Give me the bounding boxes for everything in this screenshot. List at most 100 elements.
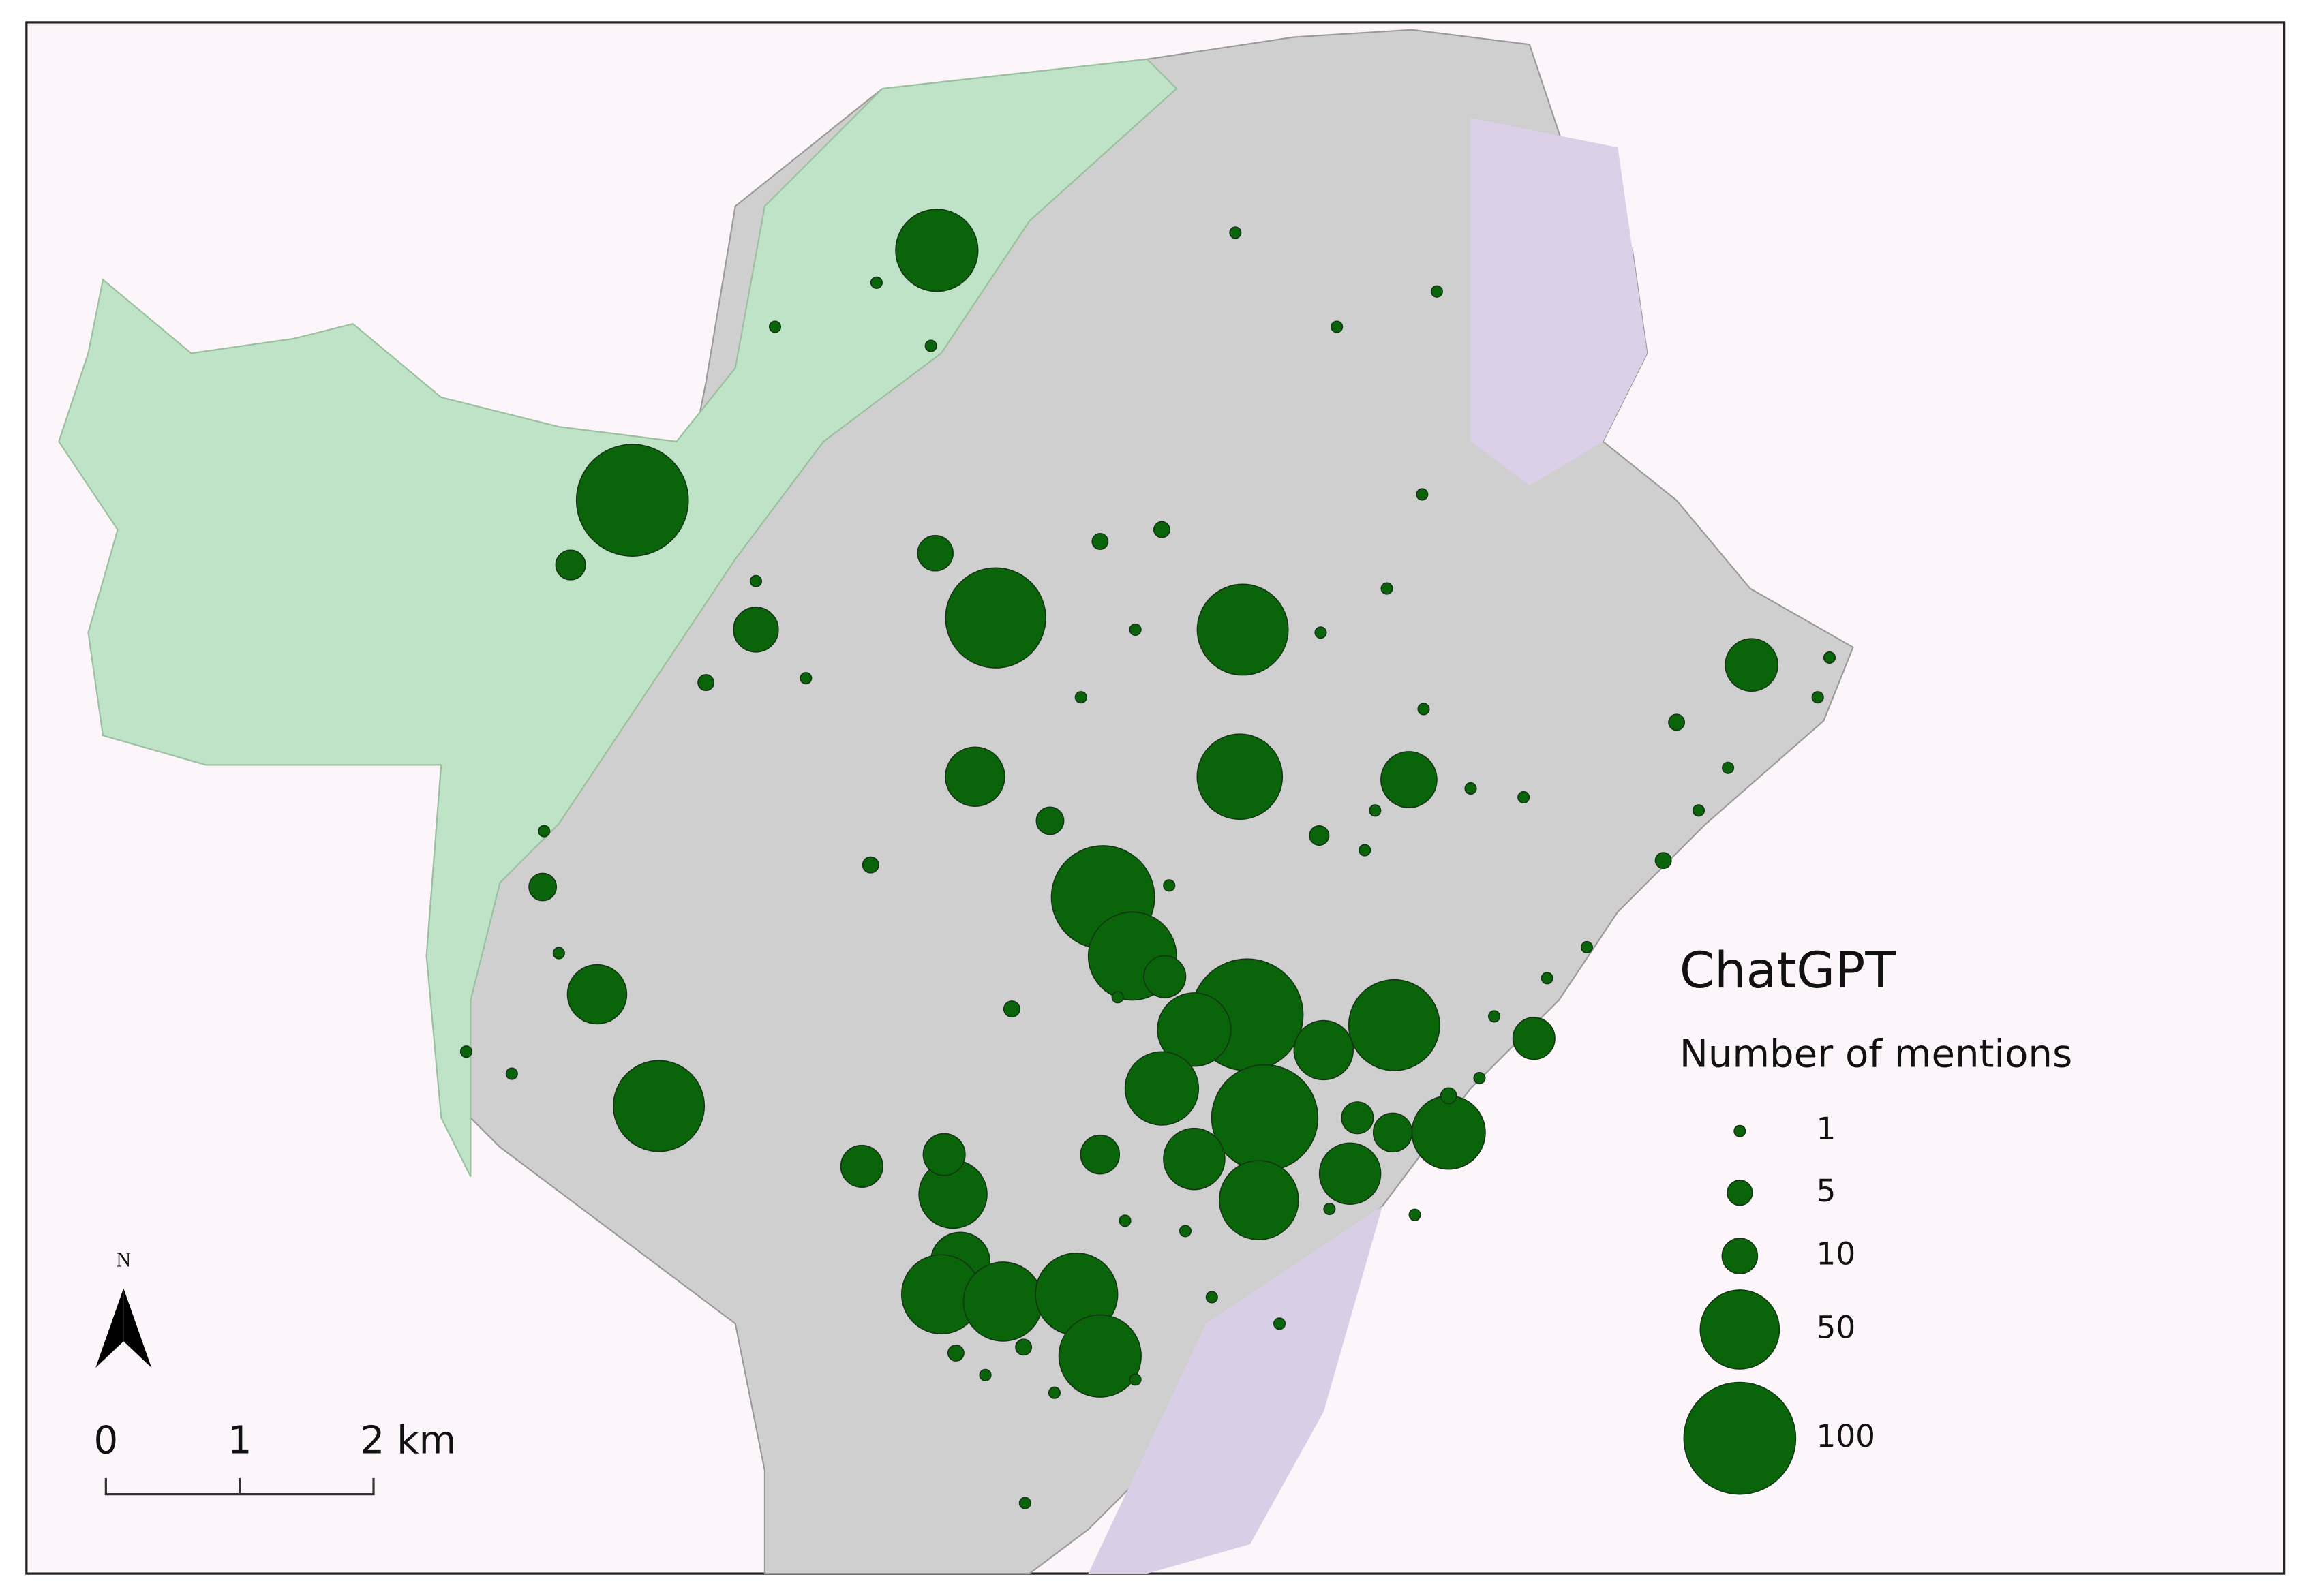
mention-circle [800,672,813,685]
mention-circle [1273,1317,1286,1330]
mention-circle [1517,791,1530,803]
mention-circle [1811,691,1824,704]
mention-circle [749,574,763,587]
mention-circle [1380,582,1393,595]
north-label: N [116,1248,131,1272]
north-east-area [1470,118,1648,486]
mention-circle [1048,1386,1061,1399]
legend-circle [1733,1124,1746,1137]
mention-circle [1411,1095,1486,1170]
mention-circle [1341,1101,1374,1135]
mention-circle [1318,1142,1382,1206]
mention-circle [1440,1087,1457,1105]
mention-circle [528,872,558,902]
north-arrow-left [95,1288,124,1368]
mention-circle [945,746,1005,807]
scale-label: 0 [93,1419,118,1463]
harbour-area [1088,1206,1383,1574]
mention-circle [1309,825,1330,846]
mention-circle [1473,1071,1486,1085]
mention-circle [1111,991,1124,1004]
mention-circle [768,320,782,333]
mention-circle [1153,521,1170,538]
scale-label: 2 km [361,1419,457,1463]
mention-circle [1205,1291,1218,1304]
legend-circle [1727,1180,1753,1206]
mention-circle [1408,1208,1421,1221]
legend-circle [1699,1289,1780,1370]
mention-circle [1314,626,1327,639]
mention-circle [1080,1134,1121,1175]
mention-circle [870,276,883,289]
mention-circle [1015,1338,1033,1356]
mention-circle [1074,691,1087,704]
legend-circle [1683,1381,1797,1495]
mention-circle [1331,320,1344,333]
mention-circle [979,1368,992,1381]
mention-circle [613,1060,706,1152]
mention-circle [924,339,937,352]
legend: ChatGPT Number of mentions 1 5 10 50 100 [1680,942,2072,1495]
legend-label: 10 [1817,1236,1856,1272]
collserola-area [58,58,1178,1178]
mention-circle [1725,638,1778,692]
mention-circle [538,825,551,838]
legend-label: 50 [1817,1309,1856,1345]
mention-circle [1196,583,1289,676]
mention-circle [1091,533,1109,550]
scale-label: 1 [228,1419,252,1463]
mention-circle [1157,992,1232,1067]
mention-circle [1323,1202,1336,1216]
mention-circle [862,856,879,874]
mention-circle [1196,733,1284,820]
mention-circle [1580,940,1594,954]
mention-circle [1163,879,1176,892]
mention-circle [552,947,565,960]
mention-circle [917,534,954,572]
legend-label: 5 [1817,1173,1836,1209]
mention-circle [1464,782,1477,795]
mention-circle [947,1345,965,1362]
basemap [58,29,1854,1575]
mention-circle [922,1133,966,1176]
mention-circle [1129,623,1142,636]
mention-circle [1512,1017,1556,1060]
legend-subtitle: Number of mentions [1680,1032,2072,1076]
legend-circle [1721,1238,1759,1274]
mention-circle [840,1144,883,1188]
mention-circle [1143,955,1187,998]
mention-circle [1124,1051,1200,1126]
mention-circle [1417,703,1430,716]
north-arrow: N [95,1248,152,1368]
mention-circle [1722,761,1735,774]
mention-circle [505,1067,518,1080]
mention-circle [1119,1214,1132,1227]
mention-circle [1541,972,1553,985]
mention-circle [1058,1314,1142,1398]
mention-circle [1129,1373,1142,1386]
mention-circle [1416,488,1429,501]
mention-circle [1211,1064,1319,1171]
mention-circle [566,964,628,1025]
mention-circle [1372,1112,1413,1153]
mention-circle [1219,1160,1299,1240]
mention-circle [1668,713,1686,731]
mention-circle [1692,804,1705,817]
mention-circle [1003,1000,1020,1018]
mention-circle [1369,804,1382,817]
mention-circle [962,1261,1044,1342]
mention-circle [1035,806,1065,835]
mention-circle [1229,226,1242,239]
mention-circle [895,209,979,292]
mention-circle [1348,979,1440,1071]
mention-circle [459,1045,472,1058]
mention-circle [1487,1010,1501,1023]
mention-circle [697,674,715,692]
mention-circle [1430,285,1443,298]
mention-circles [459,209,1836,1509]
mention-circle [1293,1019,1354,1081]
legend-label: 1 [1817,1111,1836,1147]
mention-circle [1823,651,1836,664]
legend-title: ChatGPT [1680,942,1896,1000]
